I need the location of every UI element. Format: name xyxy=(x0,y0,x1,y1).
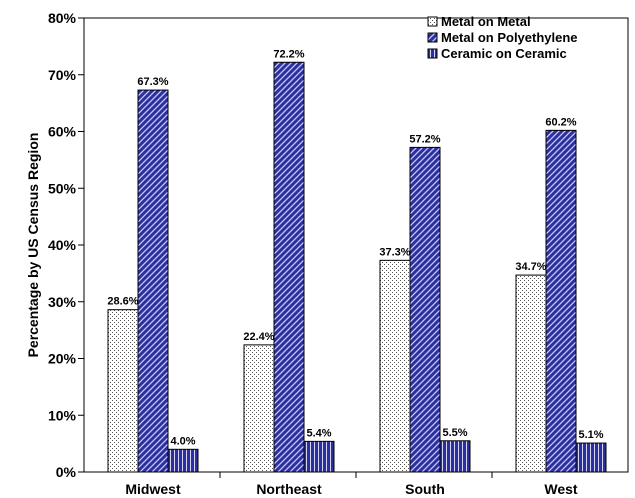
bar-metal-on-polyethylene-northeast xyxy=(273,61,305,473)
bar-ceramic-on-ceramic-west xyxy=(575,442,607,473)
data-label: 37.3% xyxy=(379,246,410,258)
data-label: 34.7% xyxy=(515,261,546,273)
legend-swatch xyxy=(427,16,438,27)
bar-metal-on-polyethylene-midwest xyxy=(137,89,169,473)
data-label: 4.0% xyxy=(170,435,195,447)
data-label: 22.4% xyxy=(243,331,274,343)
bar-ceramic-on-ceramic-south xyxy=(439,440,471,473)
y-tick-label: 50% xyxy=(48,180,77,196)
bar-ceramic-on-ceramic-northeast xyxy=(303,440,335,473)
bar-metal-on-metal-west xyxy=(515,274,547,473)
data-label: 28.6% xyxy=(107,296,138,308)
bar-metal-on-polyethylene-west xyxy=(545,129,577,473)
bar-metal-on-metal-midwest xyxy=(107,309,139,473)
data-label: 72.2% xyxy=(273,48,304,60)
bar-metal-on-metal-south xyxy=(379,259,411,473)
data-label: 5.4% xyxy=(306,427,331,439)
bar-metal-on-metal-northeast xyxy=(243,344,275,473)
y-tick-label: 60% xyxy=(48,124,77,140)
bar-ceramic-on-ceramic-midwest xyxy=(167,448,199,473)
y-tick-label: 0% xyxy=(56,464,77,480)
y-tick-label: 30% xyxy=(48,294,77,310)
y-tick-label: 20% xyxy=(48,351,77,367)
bar-metal-on-polyethylene-south xyxy=(409,146,441,473)
y-tick-label: 70% xyxy=(48,67,77,83)
legend-entry: Metal on Polyethylene xyxy=(441,30,578,45)
y-tick-label: 40% xyxy=(48,237,77,253)
y-tick-label: 10% xyxy=(48,407,77,423)
category-label-midwest: Midwest xyxy=(125,481,181,497)
plot-area: 0% 10% 20% 30% 40% 50% 60% 70% 80% Percentage by … xyxy=(25,10,629,497)
legend-entry: Ceramic on Ceramic xyxy=(441,46,567,61)
category-label-northeast: Northeast xyxy=(256,481,322,497)
data-label: 67.3% xyxy=(137,76,168,88)
data-label: 5.1% xyxy=(578,429,603,441)
category-label-south: South xyxy=(405,481,445,497)
data-label: 57.2% xyxy=(409,133,440,145)
category-label-west: West xyxy=(544,481,578,497)
y-tick-label: 80% xyxy=(48,10,77,26)
data-label: 60.2% xyxy=(545,116,576,128)
legend-entry: Metal on Metal xyxy=(441,14,531,29)
legend-swatch xyxy=(427,32,438,43)
data-label: 5.5% xyxy=(442,427,467,439)
legend-swatch xyxy=(427,48,438,59)
y-axis-title: Percentage by US Census Region xyxy=(25,133,41,358)
